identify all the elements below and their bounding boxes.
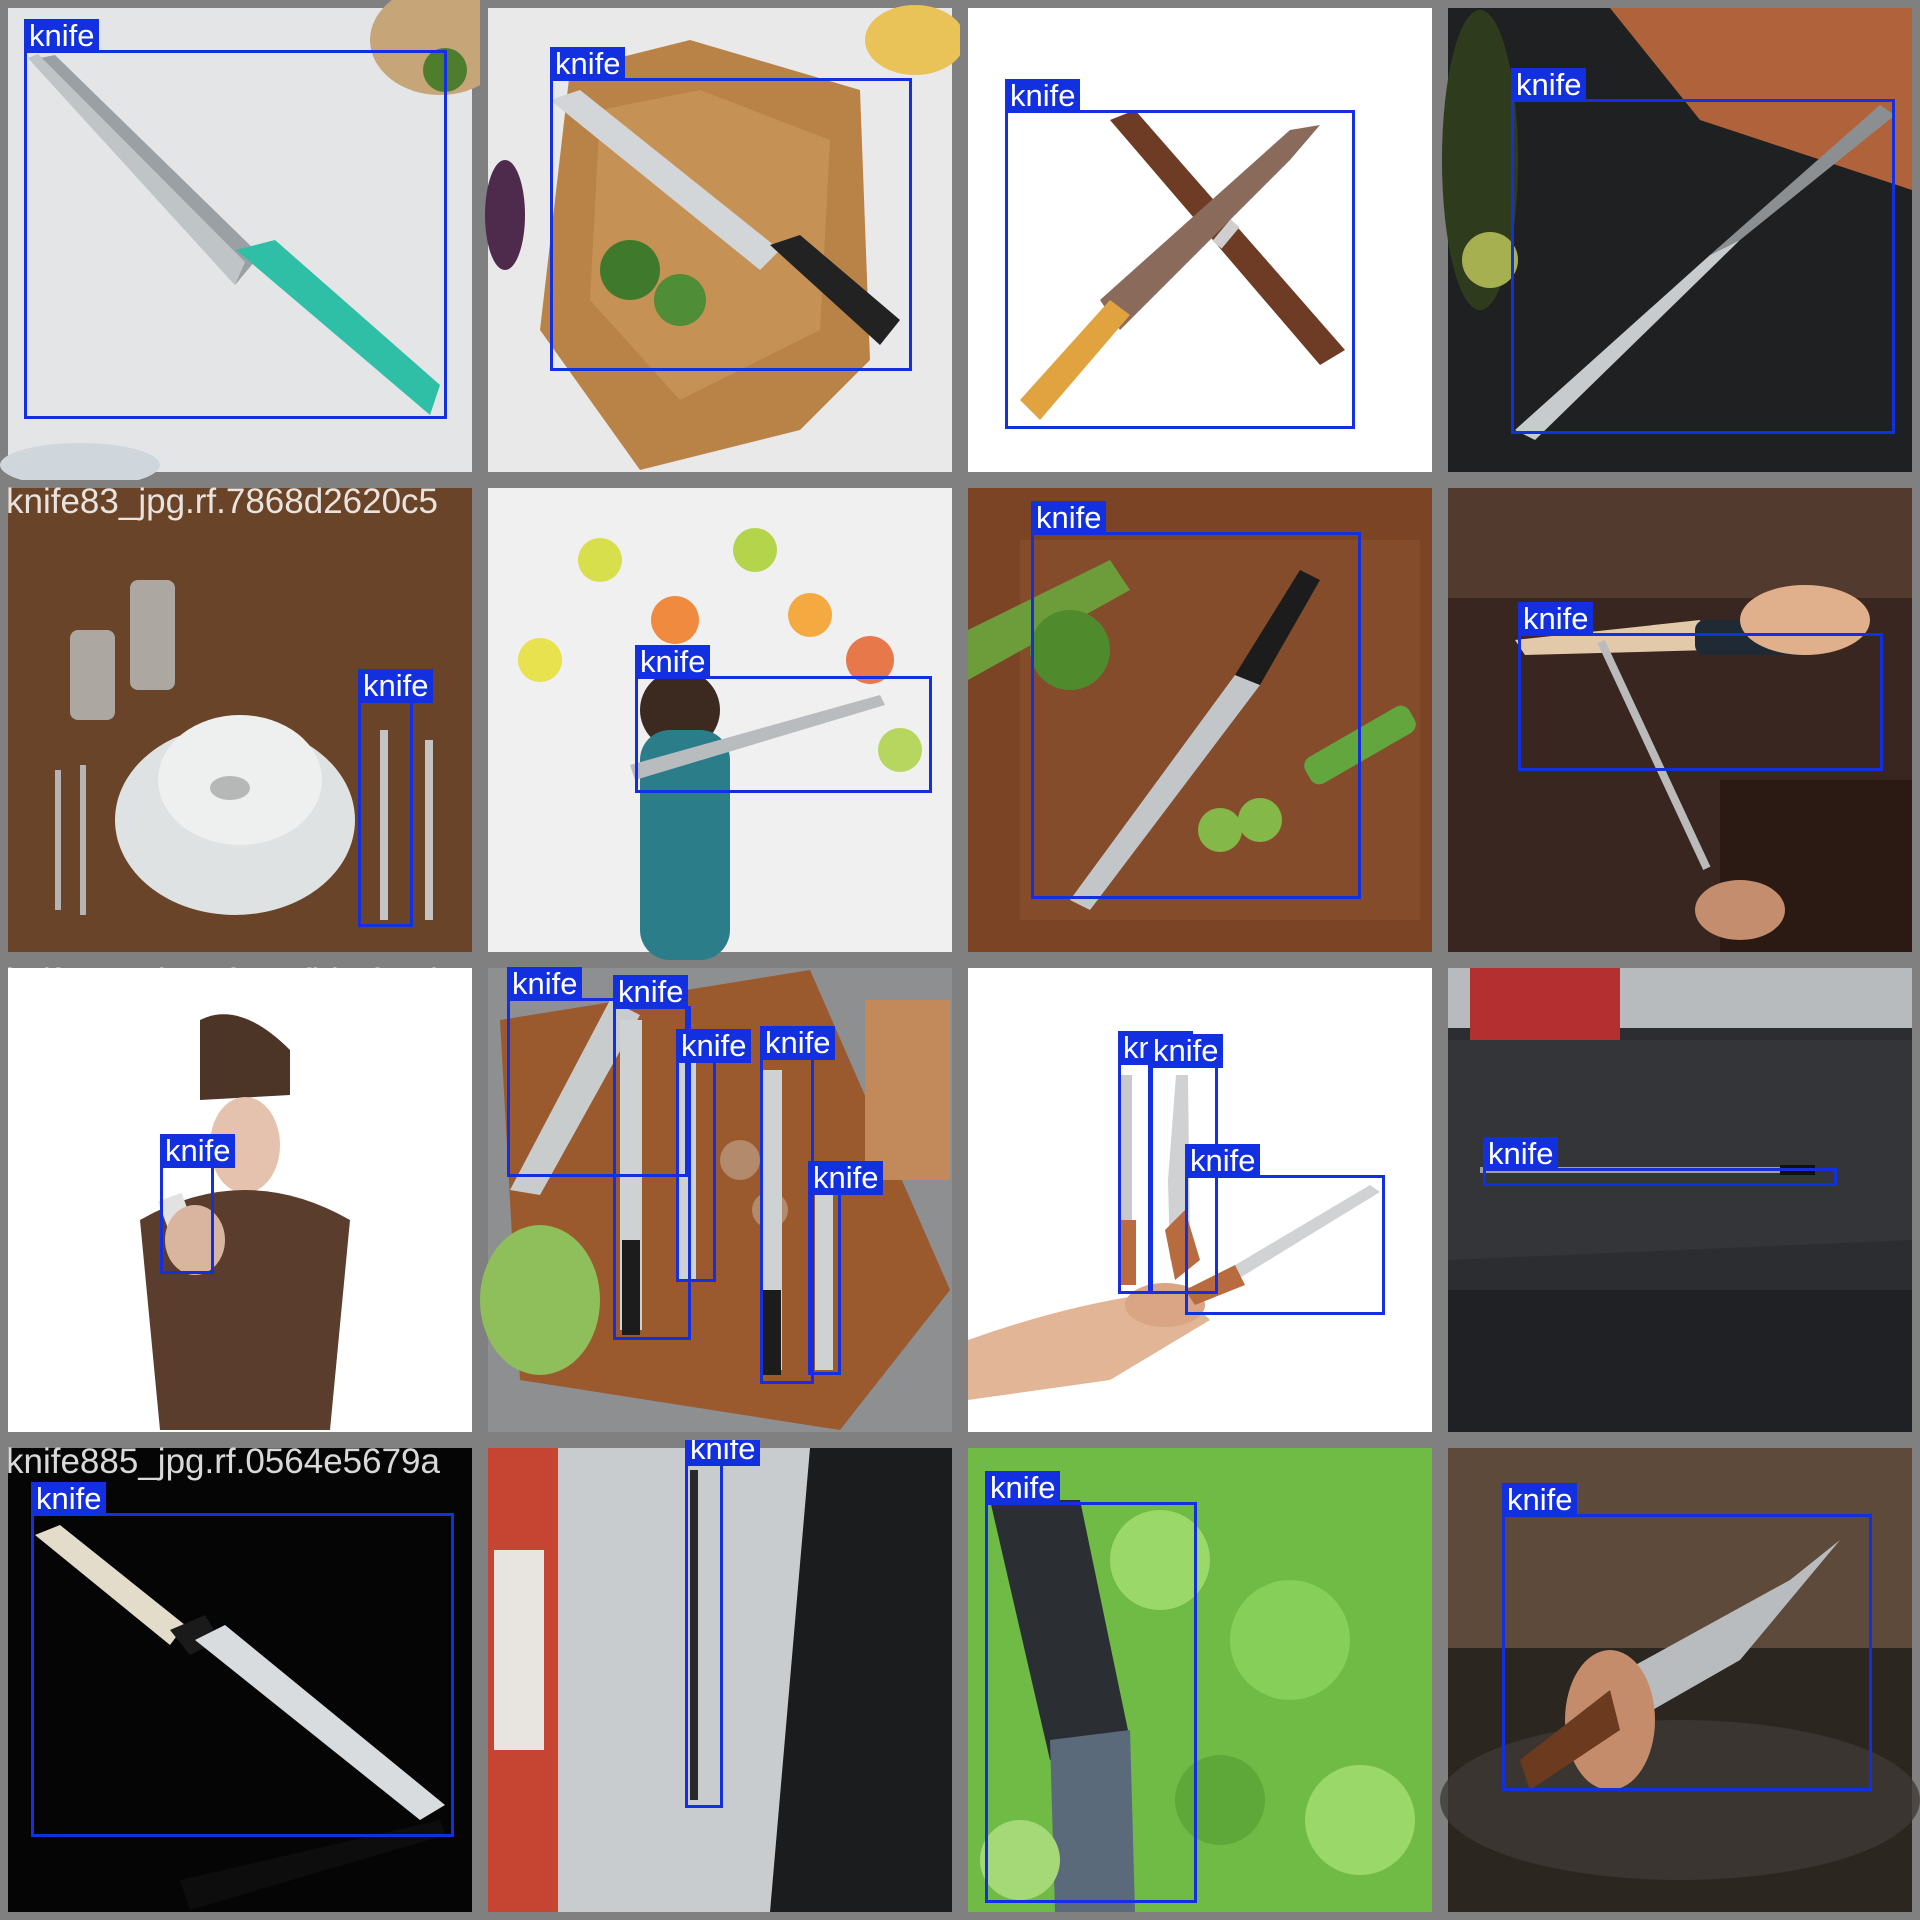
image-tile: knife [1440,1440,1920,1920]
tile-photo [0,480,480,960]
tile-photo [1440,1440,1920,1920]
image-tile: knife83_jpg.rf.7868d2620c5 knife [0,480,480,960]
bounding-box: knife [613,975,691,1340]
image-tile: knife knife knife [960,960,1440,1440]
bounding-box: knife [1005,79,1355,429]
box-label: knife [685,1440,761,1466]
bounding-box: knife [1502,1483,1872,1791]
tile-photo [480,480,960,960]
box-label: knife [676,1029,752,1063]
tile-caption: knife885_jpg.rf.0564e5679a [6,1442,440,1481]
bounding-box: knife [31,1482,454,1837]
image-tile: knife [1440,960,1920,1440]
box-label: knife [160,1134,236,1168]
tile-photo [1440,960,1920,1440]
box-label: knife [358,669,434,703]
box-label: knife [985,1471,1061,1505]
box-label: knife [760,1026,836,1060]
tile-photo [0,960,480,1440]
box-label: knife [1502,1483,1578,1517]
bounding-box: knife [1148,1034,1224,1294]
image-tile: knife [480,480,960,960]
bounding-box: knife [358,669,434,927]
image-tile: knife [1440,480,1920,960]
tile-photo [480,0,960,480]
box-label: knife [613,975,689,1009]
box-label: knife [1511,68,1587,102]
box-label: knife [1518,602,1594,636]
box-label: knife [1005,79,1081,113]
image-tile: knife [480,1440,960,1920]
bounding-box: knife [1511,68,1895,434]
tile-photo [0,0,480,480]
bounding-box: knife [160,1134,236,1274]
image-tile: knife knife knife knife knife [480,960,960,1440]
box-label: knife [1031,501,1107,535]
bounding-box: knife [635,645,932,793]
box-label: knife [635,645,711,679]
bounding-box: knife [24,19,447,419]
bounding-box: knife [676,1029,752,1282]
bounding-box: knife [1518,602,1883,771]
image-tile: knife [960,1440,1440,1920]
box-label: knife [1483,1137,1559,1171]
image-tile: knife885_jpg.rf.0564e5679a knife [0,1440,480,1920]
box-label: knife [31,1482,107,1516]
bounding-box: knife [507,967,688,1177]
image-tile: knife [960,480,1440,960]
bounding-box: knife [1031,501,1361,899]
box-label: knife [808,1161,884,1195]
image-tile: knife841_jpg.rf.ce5fbb9fa9d knife [0,960,480,1440]
box-label: knife [1148,1034,1224,1068]
image-tile: knife [960,0,1440,480]
box-label: knife [24,19,100,53]
box-label: knife [550,47,626,81]
box-label: knife [507,967,583,1001]
bounding-box: knife [760,1026,836,1384]
image-tile: knife [1440,0,1920,480]
image-tile: knife [0,0,480,480]
bounding-box: knife [685,1440,761,1808]
bounding-box: knife [1185,1144,1385,1315]
tile-caption: knife83_jpg.rf.7868d2620c5 [6,482,439,521]
box-label: knife [1185,1144,1261,1178]
bounding-box: knife [1483,1137,1837,1186]
tile-caption: knife841_jpg.rf.ce5fbb9fa9d [6,962,438,1001]
tile-photo [960,1440,1440,1920]
bounding-box: knife [985,1471,1197,1903]
bounding-box: knife [550,47,912,371]
image-tile: knife [480,0,960,480]
bounding-box: knife [808,1161,884,1375]
tile-photo [480,960,960,1440]
